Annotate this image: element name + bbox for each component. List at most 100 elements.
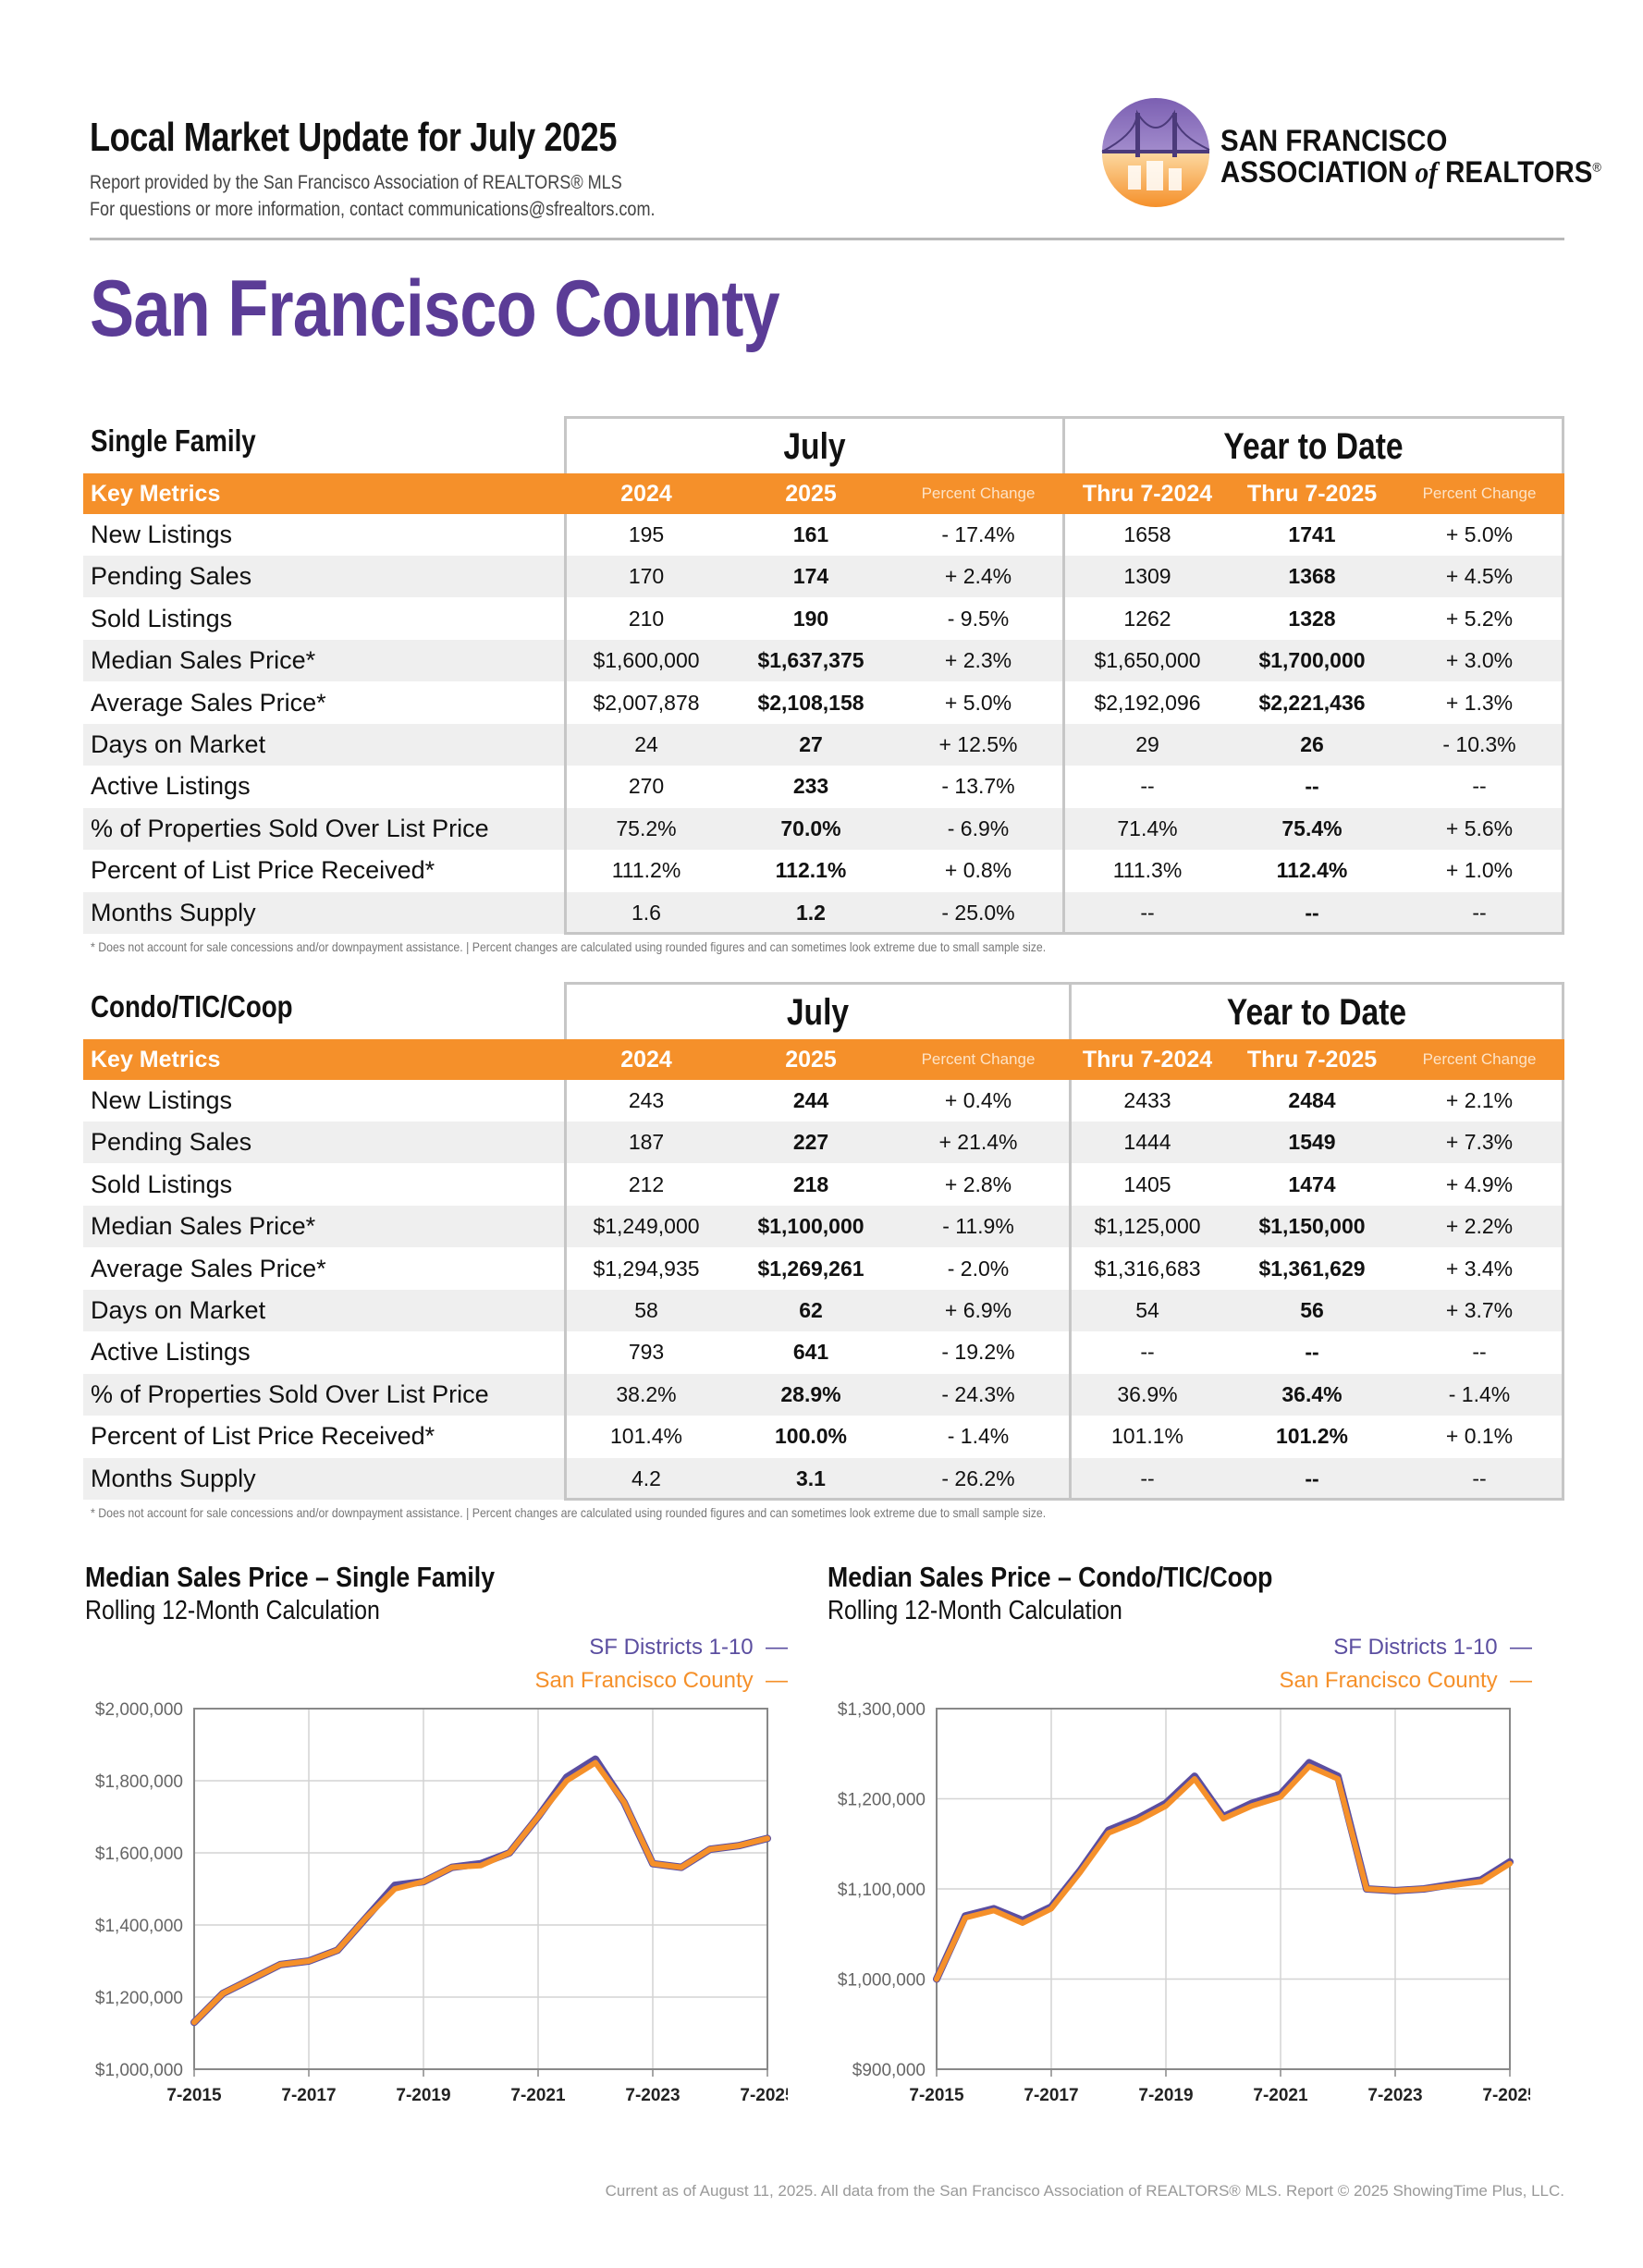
value-2025: 1.2	[796, 900, 826, 925]
ytd-2025: 75.4%	[1281, 815, 1343, 840]
value-2024: 195	[628, 522, 665, 546]
report-contact-line: For questions or more information, conta…	[90, 199, 656, 220]
table-divider	[1069, 1080, 1072, 1500]
table-divider	[1062, 514, 1065, 934]
chart-condo: Median Sales Price – Condo/TIC/Coop Roll…	[828, 1561, 1532, 2115]
chart-subtitle: Rolling 12-Month Calculation	[828, 1596, 1122, 1625]
metric-label: Average Sales Price*	[91, 1254, 326, 1282]
ytd-2025: 26	[1300, 732, 1324, 756]
percent-change: + 6.9%	[944, 1298, 1012, 1322]
ytd-percent-change: --	[1472, 1465, 1487, 1490]
percent-change: + 0.4%	[944, 1088, 1012, 1112]
header-key-metrics: Key Metrics	[91, 1047, 221, 1073]
group-header-july: July	[564, 416, 1065, 477]
ytd-2025: 101.2%	[1275, 1424, 1348, 1449]
ytd-percent-change: --	[1472, 774, 1487, 799]
ytd-percent-change: + 5.2%	[1445, 606, 1514, 631]
ytd-percent-change: + 0.1%	[1445, 1424, 1514, 1449]
percent-change: + 21.4%	[938, 1130, 1018, 1155]
group-header-july: July	[564, 982, 1072, 1043]
ytd-percent-change: - 1.4%	[1448, 1381, 1511, 1406]
county-title: San Francisco County	[90, 264, 780, 353]
ytd-percent-change: + 1.3%	[1445, 690, 1514, 715]
ytd-2024: 1309	[1123, 564, 1171, 589]
ytd-2024: 111.3%	[1112, 858, 1183, 883]
chart-title: Median Sales Price – Condo/TIC/Coop	[828, 1561, 1273, 1593]
logo-line-1: SAN FRANCISCO	[1220, 124, 1448, 157]
metric-label: Average Sales Price*	[91, 688, 326, 717]
y-tick-label: $1,200,000	[95, 1989, 183, 2008]
value-2025: 70.0%	[780, 815, 841, 840]
ytd-2025: --	[1305, 774, 1319, 799]
metric-label: % of Properties Sold Over List Price	[91, 814, 489, 842]
group-header-ytd: Year to Date	[1062, 416, 1564, 477]
header-2024: 2024	[620, 1047, 672, 1073]
ytd-2025: 2484	[1288, 1088, 1336, 1112]
header-2024: 2024	[620, 481, 672, 507]
table-row: Active Listings 793 641 - 19.2% -- -- --	[83, 1331, 1564, 1373]
ytd-2024: --	[1140, 1340, 1155, 1365]
ytd-2025: $2,221,436	[1258, 690, 1366, 715]
ytd-percent-change: + 5.6%	[1445, 815, 1514, 840]
y-tick-label: $1,600,000	[95, 1845, 183, 1864]
series-line-sf-county	[934, 1763, 1513, 1982]
ytd-percent-change: + 4.9%	[1445, 1171, 1514, 1196]
header-divider	[90, 238, 1564, 240]
table-row: New Listings 195 161 - 17.4% 1658 1741 + 5.0%	[83, 514, 1564, 556]
chart-plot: $2,000,000 $1,800,000 $1,600,000 $1,400,000…	[95, 1700, 788, 2105]
ytd-2024: 2433	[1123, 1088, 1171, 1112]
table-row: Months Supply 4.2 3.1 - 26.2% -- -- --	[83, 1457, 1564, 1500]
ytd-percent-change: + 2.1%	[1445, 1088, 1514, 1112]
table-row: Percent of List Price Received* 101.4% 100…	[83, 1416, 1564, 1457]
metric-label: New Listings	[91, 521, 233, 548]
table-row: Median Sales Price* $1,249,000 $1,100,000 -…	[83, 1206, 1564, 1248]
value-2024: 111.2%	[611, 858, 681, 883]
percent-change: - 9.5%	[947, 606, 1010, 631]
ytd-percent-change: + 5.0%	[1445, 522, 1514, 546]
y-tick-label: $900,000	[852, 2061, 926, 2080]
series-line-sf-districts	[190, 1755, 771, 2027]
x-tick-label: 7-2023	[1367, 2086, 1422, 2105]
table-category: Single Family	[91, 423, 256, 458]
header-percent-change: Percent Change	[921, 484, 1036, 502]
key-metrics-header: Key Metrics 2024 2025 Percent Change Thr…	[83, 473, 1564, 514]
table-divider	[1562, 514, 1564, 934]
percent-change: - 17.4%	[941, 522, 1015, 546]
ytd-2025: 1474	[1288, 1171, 1336, 1196]
ytd-percent-change: + 7.3%	[1445, 1130, 1514, 1155]
value-2024: $1,249,000	[593, 1214, 700, 1239]
ytd-percent-change: --	[1472, 900, 1487, 925]
series-line-sf-county	[191, 1759, 770, 2026]
x-tick-label: 7-2023	[625, 2086, 680, 2105]
ytd-percent-change: + 2.2%	[1445, 1214, 1514, 1239]
header-2025: 2025	[785, 1047, 837, 1073]
value-2024: 187	[628, 1130, 665, 1155]
y-tick-label: $1,400,000	[95, 1917, 183, 1936]
percent-change: - 1.4%	[947, 1424, 1010, 1449]
percent-change: - 2.0%	[947, 1256, 1010, 1281]
percent-change: + 5.0%	[944, 690, 1012, 715]
table-row: New Listings 243 244 + 0.4% 2433 2484 + 2.1%	[83, 1080, 1564, 1122]
table-row: Average Sales Price* $2,007,878 $2,108,158…	[83, 682, 1564, 724]
ytd-2025: --	[1305, 1465, 1319, 1490]
x-tick-label: 7-2017	[1024, 2086, 1078, 2105]
value-2025: 641	[792, 1340, 829, 1365]
value-2025: 28.9%	[780, 1381, 841, 1406]
ytd-2025: 56	[1300, 1298, 1324, 1322]
ytd-percent-change: --	[1472, 1340, 1487, 1365]
value-2024: 75.2%	[616, 815, 677, 840]
y-tick-label: $1,000,000	[838, 1971, 926, 1991]
value-2024: 170	[628, 564, 665, 589]
ytd-2025: $1,150,000	[1258, 1214, 1366, 1239]
metric-label: Pending Sales	[91, 1128, 252, 1157]
value-2025: 190	[792, 606, 829, 631]
group-header-ytd: Year to Date	[1069, 982, 1564, 1043]
header-thru-2024: Thru 7-2024	[1082, 481, 1213, 507]
x-tick-label: 7-2015	[909, 2086, 964, 2105]
x-tick-label: 7-2025	[740, 2086, 788, 2105]
metric-label: Months Supply	[91, 898, 256, 926]
ytd-percent-change: + 4.5%	[1445, 564, 1514, 589]
table-row: Months Supply 1.6 1.2 - 25.0% -- -- --	[83, 891, 1564, 934]
ytd-2025: 36.4%	[1281, 1381, 1343, 1406]
x-tick-label: 7-2021	[1253, 2086, 1308, 2105]
